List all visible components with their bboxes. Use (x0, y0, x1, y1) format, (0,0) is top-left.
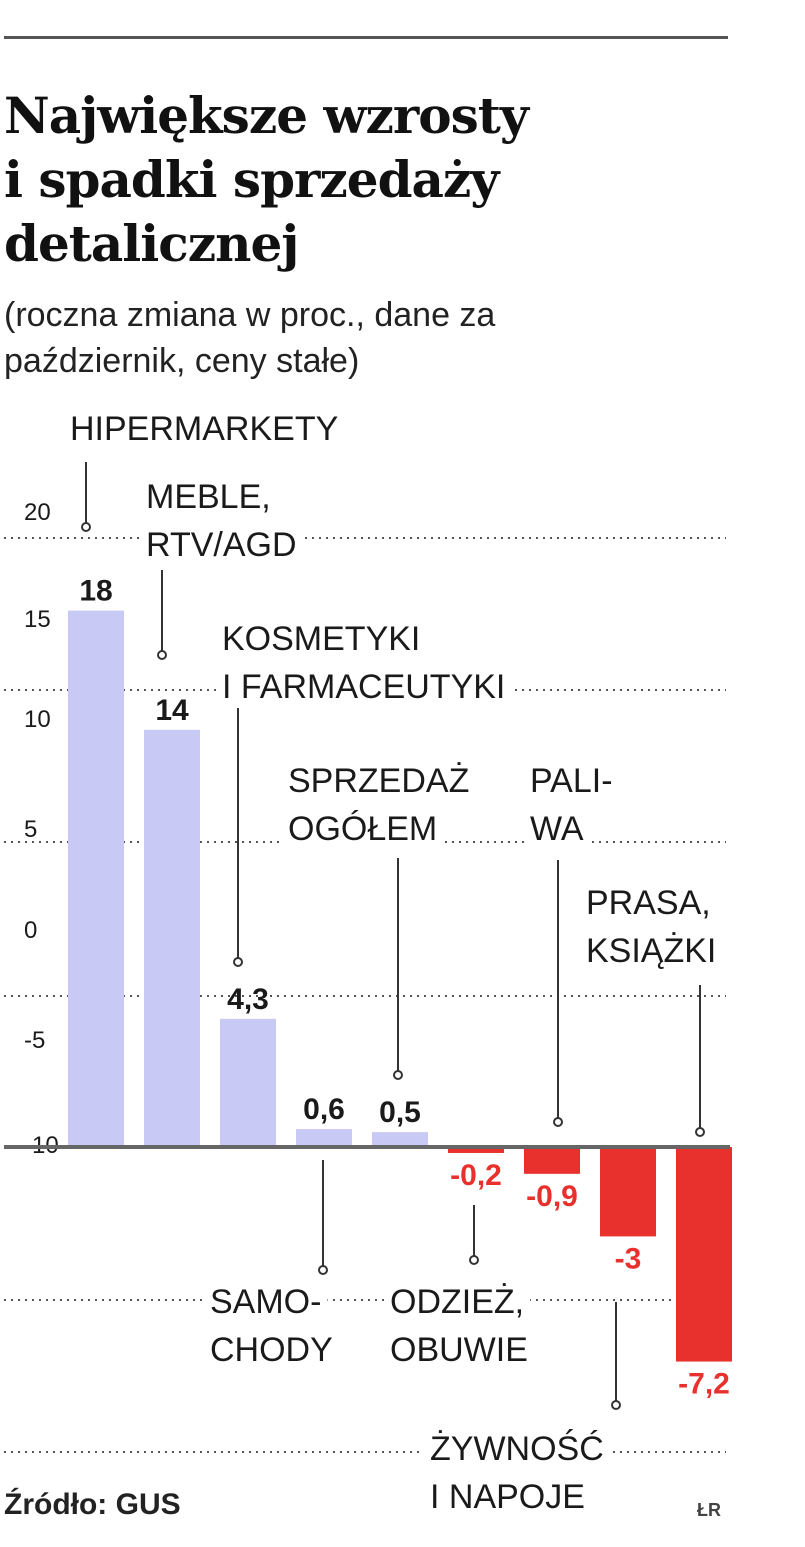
category-label-backing (140, 526, 303, 564)
category-label-backing (384, 1283, 531, 1321)
chart-subtitle: (roczna zmiana w proc., dane za paździer… (4, 292, 704, 384)
category-label-backing (282, 810, 444, 848)
title-line: Największe wzrosty (4, 86, 529, 145)
category-label: OGÓŁEM (288, 810, 437, 848)
title-line: i spadki sprzedaży (4, 150, 499, 209)
bar (68, 610, 124, 1147)
bar (676, 1147, 732, 1362)
leader-dot (318, 1265, 328, 1275)
bar (524, 1147, 580, 1174)
category-label-backing (216, 620, 427, 658)
category-label: PALI- (530, 762, 613, 800)
leader-dot (469, 1255, 479, 1265)
category-label-backing (580, 932, 723, 970)
category-label-backing (384, 1331, 534, 1369)
leader-dot (695, 1127, 705, 1137)
leader-dot (611, 1400, 621, 1410)
category-label: SPRZEDAŻ (288, 762, 469, 800)
value-label: -3 (615, 1242, 642, 1275)
value-label: 18 (79, 575, 112, 608)
category-label-backing (64, 410, 345, 448)
category-label: ŻYWNOŚĆ (430, 1429, 604, 1468)
category-label: I NAPOJE (430, 1478, 585, 1516)
category-label: PRASA, (586, 884, 711, 922)
value-label: 0,6 (303, 1093, 345, 1126)
category-label: HIPERMARKETY (70, 410, 338, 448)
top-rule (4, 36, 728, 39)
category-label: CHODY (210, 1331, 333, 1369)
category-label: SAMO- (210, 1283, 321, 1321)
category-label: KSIĄŻKI (586, 932, 716, 970)
title-line: detalicznej (4, 214, 299, 273)
category-label: OBUWIE (390, 1331, 528, 1369)
value-label: 4,3 (227, 983, 269, 1016)
y-tick-label: 0 (24, 917, 37, 944)
source-note: Źródło: GUS (4, 1488, 181, 1521)
leader-dot (393, 1070, 403, 1080)
bar (600, 1147, 656, 1237)
author-credit: ŁR (697, 1500, 721, 1520)
y-tick-label: 15 (24, 606, 51, 633)
leader-dot (233, 957, 243, 967)
value-label: -7,2 (678, 1368, 730, 1401)
category-label-backing (204, 1331, 339, 1369)
bar (144, 729, 200, 1147)
y-tick-label: -5 (24, 1027, 45, 1054)
value-label: 0,5 (379, 1096, 421, 1129)
category-label-backing (524, 810, 590, 848)
category-label-backing (140, 478, 277, 516)
y-tick-label: 10 (24, 706, 51, 733)
value-label: -0,2 (450, 1159, 502, 1192)
category-label-backing (424, 1429, 610, 1468)
category-label-backing (424, 1478, 591, 1516)
category-label-backing (216, 668, 512, 706)
category-label: I FARMACEUTYKI (222, 668, 505, 706)
leader-dot (81, 522, 91, 532)
category-label: KOSMETYKI (222, 620, 420, 658)
category-label-backing (580, 884, 717, 922)
category-label: WA (530, 810, 584, 848)
leader-dot (553, 1117, 563, 1127)
y-tick-label: 5 (24, 816, 37, 843)
subtitle-line: październik, ceny stałe) (4, 342, 360, 380)
category-label: RTV/AGD (146, 526, 297, 564)
chart-title: Największe wzrosty i spadki sprzedaży de… (4, 84, 704, 276)
subtitle-line: (roczna zmiana w proc., dane za (4, 296, 496, 334)
bar (372, 1132, 428, 1147)
value-label: 14 (155, 694, 189, 727)
category-label-backing (524, 762, 619, 800)
category-label-backing (282, 762, 476, 800)
bar (448, 1147, 504, 1153)
leader-dot (157, 650, 167, 660)
category-label: MEBLE, (146, 478, 271, 516)
bar (296, 1129, 352, 1147)
category-label: ODZIEŻ, (390, 1283, 524, 1321)
bar (220, 1018, 276, 1147)
category-label-backing (204, 1283, 328, 1321)
y-tick-label: 20 (24, 499, 51, 526)
value-label: -0,9 (526, 1180, 578, 1213)
